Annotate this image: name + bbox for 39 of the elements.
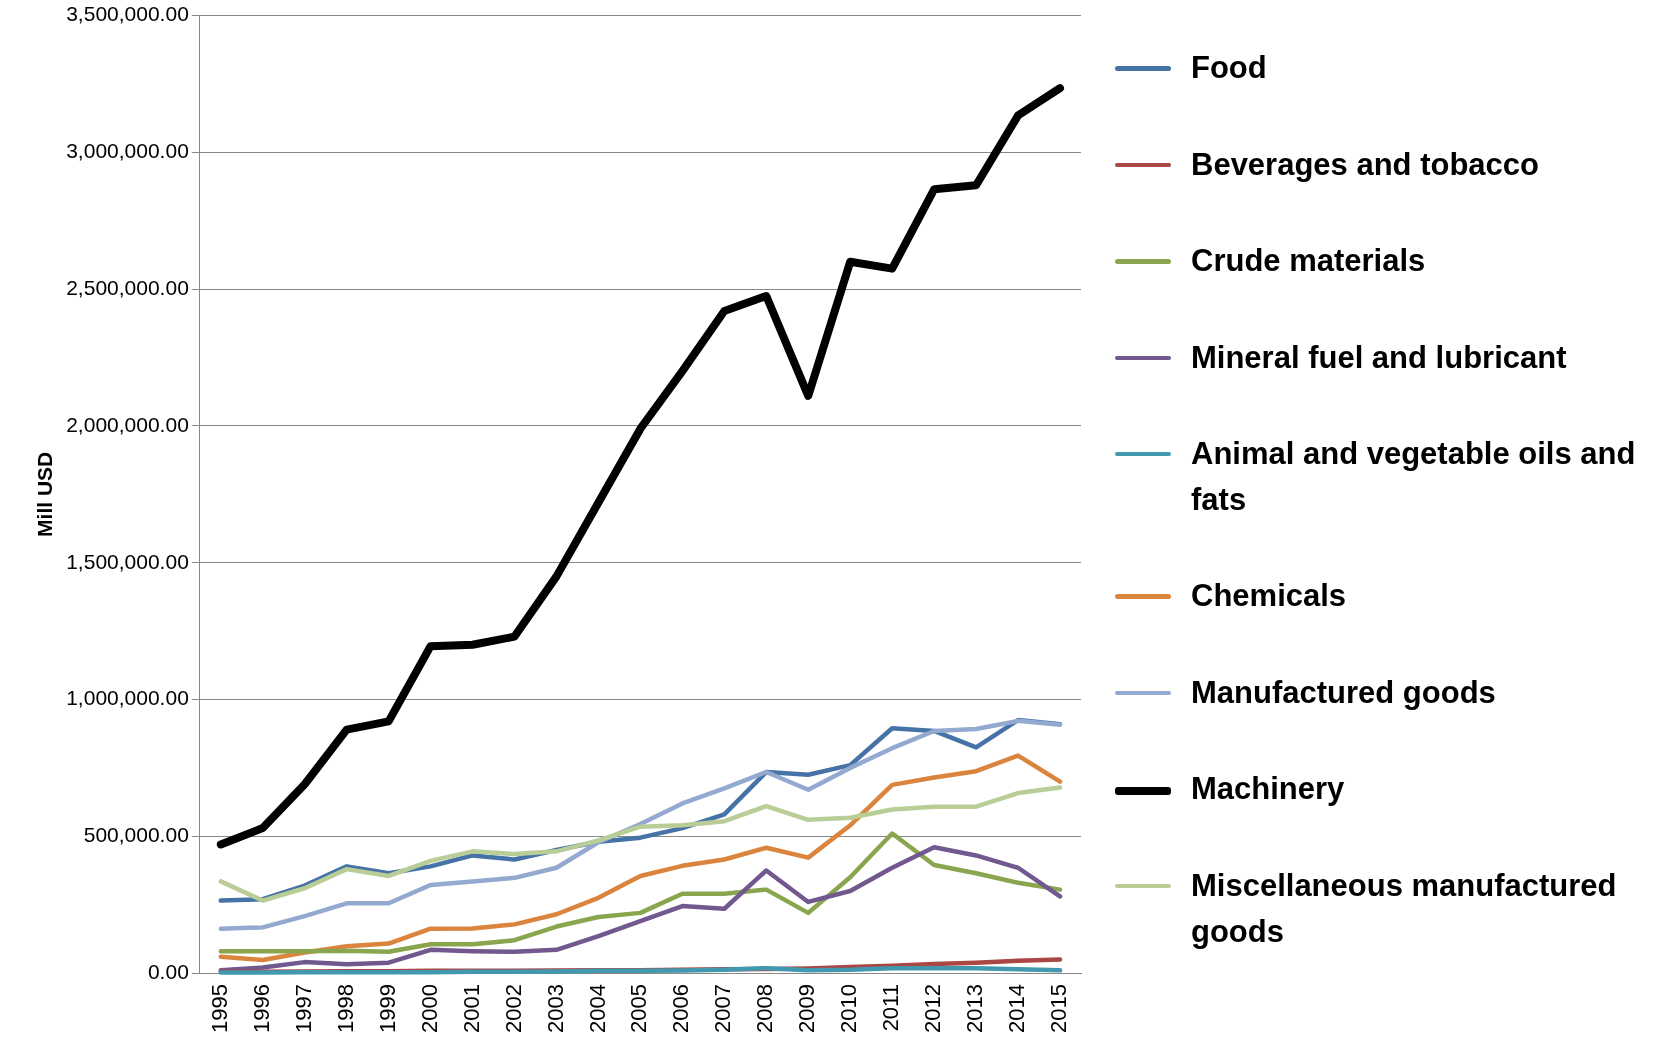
x-tick-label: 1997 bbox=[290, 984, 316, 1034]
legend-label: Food bbox=[1191, 49, 1267, 88]
x-tick-label: 2013 bbox=[962, 984, 988, 1034]
legend-label: Manufactured goods bbox=[1191, 673, 1496, 712]
x-tick-label: 2007 bbox=[710, 984, 736, 1034]
y-tick-label: 500,000.00 bbox=[83, 823, 189, 847]
x-tick-label: 2003 bbox=[542, 984, 568, 1034]
x-tick-label: 2009 bbox=[794, 984, 820, 1034]
x-tick-label: 1996 bbox=[248, 984, 274, 1034]
x-tick-label: 1995 bbox=[206, 984, 232, 1034]
x-tick-label: 2010 bbox=[836, 984, 862, 1034]
x-tick-label: 2015 bbox=[1046, 984, 1072, 1034]
y-tick-label: 2,500,000.00 bbox=[66, 275, 189, 299]
x-tick-label: 2014 bbox=[1004, 984, 1030, 1034]
x-tick-label: 2002 bbox=[500, 984, 526, 1034]
legend-label: Miscellaneous manufactured goods bbox=[1191, 866, 1618, 951]
x-tick-label: 2006 bbox=[668, 984, 694, 1034]
legend-label: Chemicals bbox=[1191, 577, 1347, 616]
x-tick-label: 1998 bbox=[332, 984, 358, 1034]
y-tick-label: 3,500,000.00 bbox=[66, 2, 189, 26]
y-tick-label: 2,000,000.00 bbox=[66, 412, 189, 436]
x-tick-label: 2008 bbox=[752, 984, 778, 1034]
legend-label: Machinery bbox=[1191, 770, 1345, 809]
x-tick-label: 2005 bbox=[626, 984, 652, 1034]
y-tick-label: 1,500,000.00 bbox=[66, 549, 189, 573]
x-tick-label: 2012 bbox=[920, 984, 946, 1034]
legend-label: Crude materials bbox=[1191, 242, 1426, 281]
x-tick-label: 1999 bbox=[374, 984, 400, 1034]
y-axis-title: Mill USD bbox=[33, 451, 57, 537]
x-tick-label: 2011 bbox=[878, 984, 904, 1032]
y-tick-label: 0.00 bbox=[147, 959, 189, 983]
x-tick-label: 2004 bbox=[584, 984, 610, 1034]
y-tick-label: 3,000,000.00 bbox=[66, 139, 189, 163]
legend-label: Mineral fuel and lubricant bbox=[1191, 338, 1567, 377]
legend-label: Animal and vegetable oils and fats bbox=[1191, 434, 1637, 519]
x-tick-label: 2001 bbox=[458, 984, 484, 1034]
y-tick-label: 1,000,000.00 bbox=[66, 686, 189, 710]
x-tick-label: 2000 bbox=[416, 984, 442, 1034]
legend-label: Beverages and tobacco bbox=[1191, 145, 1540, 184]
